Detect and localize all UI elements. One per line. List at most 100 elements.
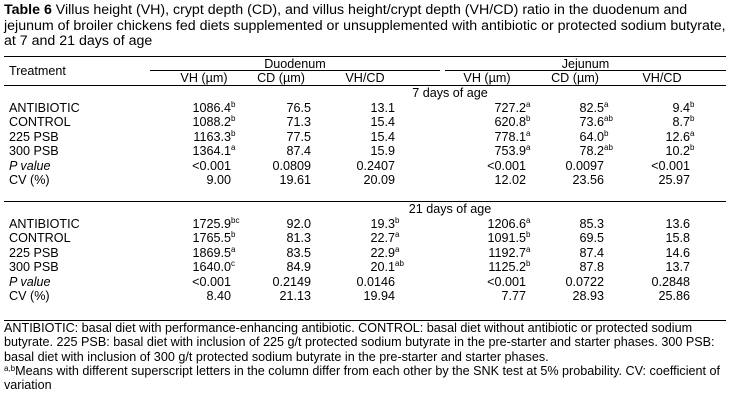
cell-value: 0.0809 (272, 158, 311, 173)
table-cell: 12.02 (494, 173, 526, 187)
table-cell: 84.9 (286, 260, 311, 274)
table-cell: 1725.9bc (192, 216, 240, 232)
table-cell: 73.6ab (579, 115, 612, 130)
cell-value: 23.56 (572, 173, 604, 187)
cell-value: <0.001 (651, 158, 690, 173)
cell-superscript: a (395, 244, 400, 254)
jejunum-header: Jejunum (561, 57, 610, 71)
cell-superscript: a (526, 244, 531, 254)
table-cell: 82.5a (579, 101, 608, 116)
cell-superscript: a (231, 244, 236, 254)
row-label: CONTROL (9, 231, 71, 246)
table-cell: 1091.5b (487, 231, 530, 246)
cell-value: 15.4 (370, 115, 395, 130)
table-cell: 0.0722 (565, 275, 604, 289)
cell-value: 19.3 (370, 217, 395, 231)
treatment-header: Treatment (9, 64, 66, 78)
table-cell: <0.001 (487, 159, 526, 173)
cell-value: 0.0097 (565, 158, 604, 173)
table-cell: 1088.2b (192, 115, 235, 130)
table-cell: 83.5 (286, 246, 311, 260)
row-label: ANTIBIOTIC (9, 101, 80, 115)
row-label: 225 PSB (9, 245, 59, 260)
table-cell: 0.2149 (272, 275, 311, 289)
cell-value: <0.001 (487, 274, 526, 289)
table-cell: 15.4 (370, 130, 395, 144)
table-cell: <0.001 (651, 159, 690, 173)
table-cell: 10.2b (665, 144, 694, 159)
table-cell: 19.3b (370, 216, 400, 232)
cell-value: 15.8 (665, 231, 690, 246)
table-cell: 1163.3b (193, 129, 235, 144)
cell-value: 71.3 (286, 115, 311, 130)
table-cell: 25.86 (658, 289, 690, 303)
table-cell: 1206.6a (487, 217, 530, 232)
table-cell: 7.77 (501, 289, 526, 303)
table-label: Table 6 (4, 2, 52, 18)
cell-superscript: a (526, 143, 531, 153)
cell-value: 92.0 (286, 217, 311, 231)
cell-value: 19.61 (279, 173, 311, 187)
table-cell: <0.001 (192, 159, 231, 173)
table-cell: 1192.7a (488, 244, 531, 260)
table-cell: 0.2407 (356, 159, 395, 173)
header-rule (4, 85, 726, 86)
table-cell: 71.3 (286, 115, 311, 129)
table-cell: 15.4 (370, 115, 395, 129)
cell-value: 753.9 (494, 144, 526, 159)
table-cell: 12.6a (665, 129, 694, 144)
cell-value: 620.8 (494, 115, 526, 130)
cell-superscript: b (526, 259, 531, 269)
cell-value: 20.1 (370, 260, 395, 275)
cell-superscript: bc (231, 216, 240, 225)
column-header: VH (µm) (180, 71, 228, 85)
cell-superscript: b (395, 216, 400, 225)
cell-value: 0.2407 (356, 158, 395, 173)
table-cell: 1765.5b (192, 230, 236, 246)
table-cell: 20.09 (363, 173, 395, 187)
cell-value: 0.0722 (565, 274, 604, 289)
cell-value: 778.1 (494, 129, 526, 144)
table-cell: 1869.5a (192, 244, 236, 260)
table-cell: 0.0809 (272, 159, 311, 173)
cell-value: 15.4 (370, 129, 395, 144)
cell-superscript: b (690, 100, 695, 109)
table-cell: 64.0b (579, 129, 608, 144)
cell-value: 9.4 (672, 101, 690, 115)
table-cell: 85.3 (579, 217, 604, 231)
cell-value: 1725.9 (192, 217, 231, 231)
cell-value: 13.1 (370, 101, 395, 115)
cell-value: 0.0146 (356, 274, 395, 289)
cell-superscript: b (231, 230, 236, 240)
cell-value: <0.001 (192, 158, 231, 173)
duodenum-header: Duodenum (264, 57, 326, 71)
cell-value: 73.6 (579, 115, 604, 130)
row-label: 300 PSB (9, 144, 59, 159)
cell-value: 1765.5 (192, 231, 231, 246)
cell-value: 0.2848 (651, 274, 690, 289)
cell-value: 1869.5 (192, 245, 231, 260)
table-cell: 87.4 (286, 144, 311, 158)
cell-superscript: a (526, 128, 531, 138)
table-cell: 727.2a (494, 101, 530, 116)
table-cell: 15.9 (370, 144, 395, 158)
caption-text: Villus height (VH), crypt depth (CD), an… (4, 2, 726, 49)
table-cell: 92.0 (286, 217, 311, 231)
cell-value: 727.2 (494, 101, 526, 115)
cell-value: 15.9 (370, 144, 395, 159)
table-cell: 8.40 (206, 289, 231, 303)
cell-value: <0.001 (192, 274, 231, 289)
cell-value: 8.7 (672, 115, 690, 130)
cell-value: 9.00 (206, 173, 231, 187)
cell-value: 1091.5 (487, 231, 526, 246)
row-label: ANTIBIOTIC (9, 217, 80, 231)
table-cell: 69.5 (579, 231, 604, 245)
top-rule (4, 56, 726, 57)
cell-value: 12.6 (665, 129, 690, 144)
table-cell: 13.7 (665, 260, 690, 274)
cell-value: 1125.2 (488, 260, 526, 275)
cell-value: 20.09 (363, 173, 395, 187)
cell-superscript: ab (604, 143, 613, 153)
column-header: CD (µm) (257, 71, 305, 85)
footnote-superscript: a,b (4, 363, 16, 373)
